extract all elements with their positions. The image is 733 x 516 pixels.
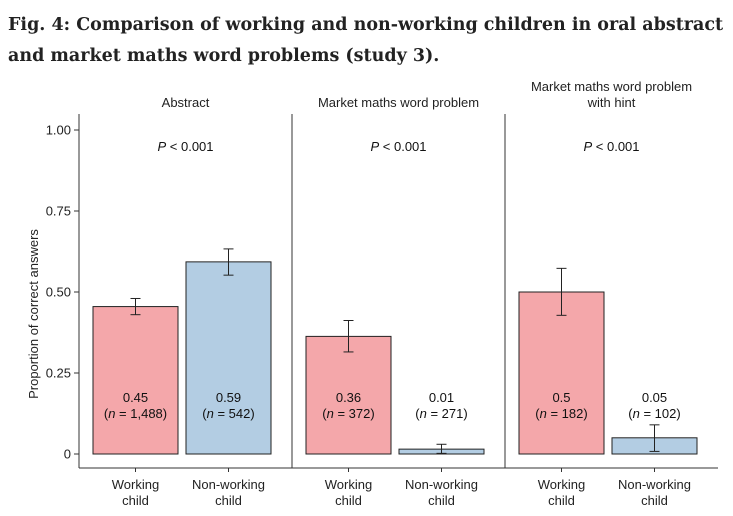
x-category-label: child — [122, 493, 149, 508]
bar-value-label: 0.45 — [123, 390, 148, 405]
p-value-text: < 0.001 — [592, 139, 639, 154]
bar-n-label: (n = 1,488) — [104, 406, 167, 421]
x-category-label: child — [335, 493, 362, 508]
p-value-text: < 0.001 — [379, 139, 426, 154]
n-value: = 271) — [427, 406, 468, 421]
y-tick-label: 1.00 — [46, 123, 71, 138]
x-category-label: child — [215, 493, 242, 508]
x-category-label: Non-working — [192, 477, 265, 492]
x-category-label: child — [641, 493, 668, 508]
bar-non-working — [185, 261, 272, 455]
bar-n-label: (n = 271) — [415, 406, 467, 421]
n-symbol: n — [207, 406, 214, 421]
n-symbol: n — [420, 406, 427, 421]
bar-value-label: 0.36 — [336, 390, 361, 405]
n-value: = 372) — [334, 406, 375, 421]
bar-working — [305, 335, 392, 455]
p-value-symbol: P — [583, 139, 592, 154]
bar-value-label: 0.5 — [552, 390, 570, 405]
bar-n-label: (n = 542) — [202, 406, 254, 421]
n-open: ( — [202, 406, 207, 421]
x-category-label: Non-working — [405, 477, 478, 492]
n-open: ( — [415, 406, 420, 421]
panel-title: Abstract — [162, 95, 210, 110]
y-axis-label: Proportion of correct answers — [26, 229, 41, 399]
bar-value-label: 0.05 — [642, 390, 667, 405]
n-value: = 542) — [214, 406, 255, 421]
x-category-label: child — [548, 493, 575, 508]
n-symbol: n — [540, 406, 547, 421]
y-tick-label: 0 — [64, 447, 71, 462]
p-value-symbol: P — [370, 139, 379, 154]
figure-title-text: Comparison of working and non-working ch… — [8, 15, 724, 66]
bar-value-label: 0.59 — [216, 390, 241, 405]
x-category-label: Working — [112, 477, 159, 492]
p-value-label: P < 0.001 — [157, 139, 213, 154]
n-open: ( — [104, 406, 109, 421]
n-open: ( — [322, 406, 327, 421]
bar-working — [518, 291, 605, 455]
bar-working — [92, 306, 179, 455]
y-tick-label: 0.50 — [46, 285, 71, 300]
panel-title: with hint — [587, 95, 636, 110]
x-category-label: Working — [325, 477, 372, 492]
p-value-text: < 0.001 — [166, 139, 213, 154]
y-tick-label: 0.25 — [46, 366, 71, 381]
n-value: = 1,488) — [115, 406, 167, 421]
panel-title: Market maths word problem — [531, 79, 692, 94]
bar-value-label: 0.01 — [429, 390, 454, 405]
x-category-label: Non-working — [618, 477, 691, 492]
bar-n-label: (n = 102) — [628, 406, 680, 421]
n-symbol: n — [327, 406, 334, 421]
bar-n-label: (n = 372) — [322, 406, 374, 421]
n-value: = 102) — [640, 406, 681, 421]
x-category-label: Working — [538, 477, 585, 492]
n-symbol: n — [633, 406, 640, 421]
p-value-label: P < 0.001 — [370, 139, 426, 154]
n-open: ( — [535, 406, 540, 421]
bar-n-label: (n = 182) — [535, 406, 587, 421]
y-tick-label: 0.75 — [46, 204, 71, 219]
x-category-label: child — [428, 493, 455, 508]
n-value: = 182) — [547, 406, 588, 421]
figure-label: Fig. 4: — [8, 15, 71, 35]
p-value-label: P < 0.001 — [583, 139, 639, 154]
panel-title: Market maths word problem — [318, 95, 479, 110]
n-symbol: n — [108, 406, 115, 421]
figure-title: Fig. 4: Comparison of working and non-wo… — [8, 10, 728, 72]
n-open: ( — [628, 406, 633, 421]
p-value-symbol: P — [157, 139, 166, 154]
